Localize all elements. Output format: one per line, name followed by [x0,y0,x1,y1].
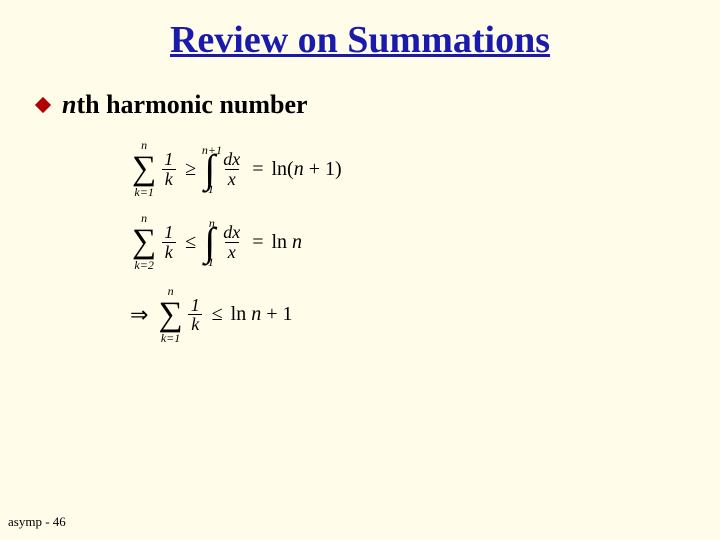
rhs: ln n [271,231,302,254]
slide-footer: asymp - 46 [8,514,66,530]
integral-icon: n+1 ∫ 1 [204,153,215,185]
equation-2: n ∑ k=2 1 k ≤ n ∫ 1 dx x = ln n [130,223,680,262]
equation-3: ⇒ n ∑ k=1 1 k ≤ ln n + 1 [130,296,680,335]
fraction: 1 k [188,296,203,335]
bullet-item: nth harmonic number [34,90,680,120]
slide-title: Review on Summations [40,18,680,62]
equals-op: = [252,231,263,254]
bullet-rest: th harmonic number [76,90,307,119]
diamond-shape [35,97,51,113]
int-lower: 1 [208,182,214,197]
sum-lower: k=1 [134,185,153,200]
fraction: 1 k [161,150,176,189]
fraction: dx x [220,223,243,262]
implies-icon: ⇒ [130,302,148,328]
sum-lower: k=1 [161,331,180,346]
int-upper: n [209,216,215,231]
equation-block: n ∑ k=1 1 k ≥ n+1 ∫ 1 dx x = ln(n + 1) [130,150,680,334]
relation-op: ≥ [185,158,196,181]
sigma-icon: n ∑ k=1 [132,152,156,186]
equals-op: = [252,158,263,181]
rhs: ln(n + 1) [271,158,341,181]
sigma-icon: n ∑ k=2 [132,225,156,259]
sum-upper: n [141,138,147,153]
fraction: 1 k [161,223,176,262]
sum-upper: n [168,284,174,299]
bullet-text: nth harmonic number [62,90,308,120]
int-lower: 1 [208,255,214,270]
equation-1: n ∑ k=1 1 k ≥ n+1 ∫ 1 dx x = ln(n + 1) [130,150,680,189]
sum-upper: n [141,211,147,226]
fraction: dx x [220,150,243,189]
int-upper: n+1 [202,143,222,158]
bullet-italic-n: n [62,90,76,119]
integral-icon: n ∫ 1 [204,226,215,258]
relation-op: ≤ [185,231,196,254]
slide: Review on Summations nth harmonic number… [0,0,720,540]
sigma-icon: n ∑ k=1 [158,298,182,332]
relation-op: ≤ [212,303,223,326]
rhs: ln n + 1 [231,303,293,326]
diamond-bullet-icon [34,96,52,114]
sum-lower: k=2 [134,258,153,273]
